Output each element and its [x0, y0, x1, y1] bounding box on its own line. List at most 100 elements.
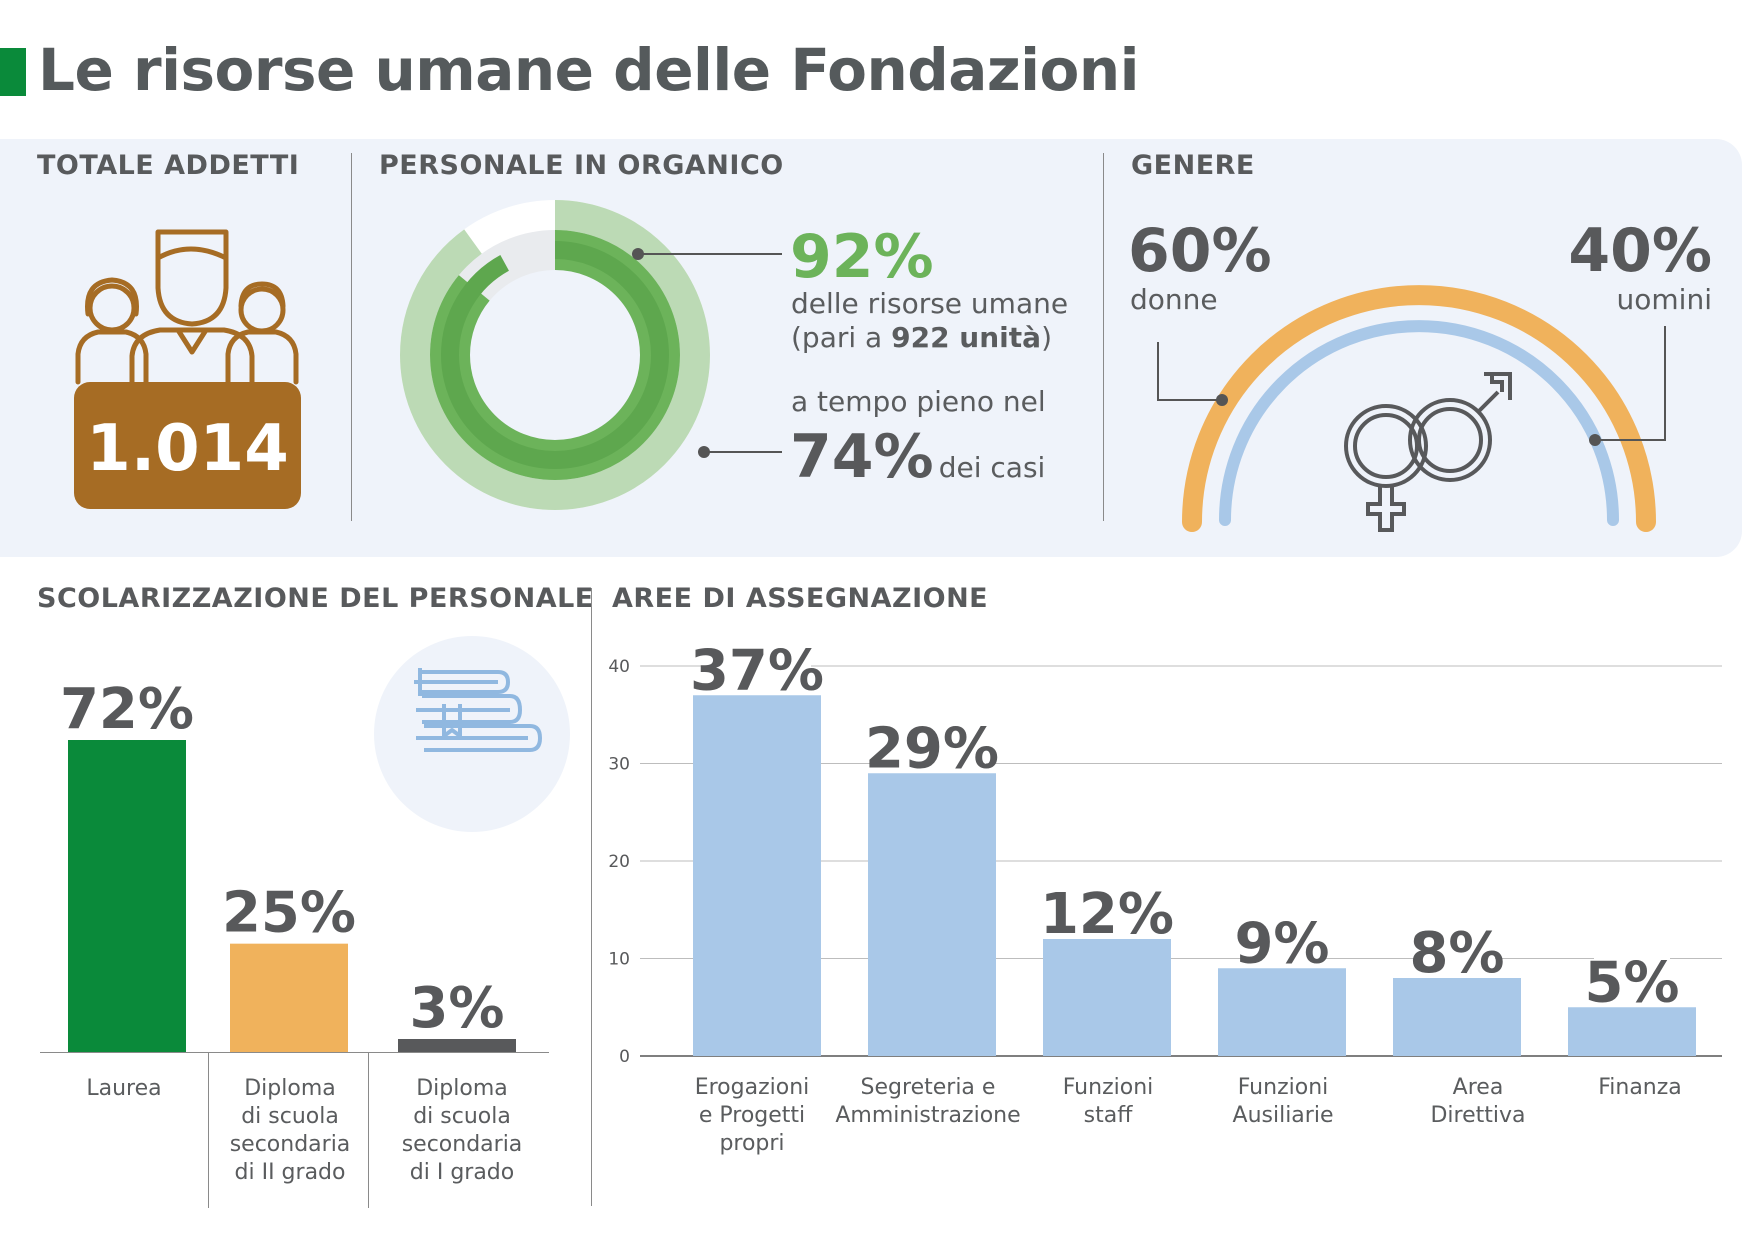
organico-desc1: delle risorse umane [791, 287, 1069, 320]
edu-category-label-line: di scuola [413, 1104, 511, 1129]
donne-label: donne [1130, 283, 1218, 316]
area-bar [1568, 1007, 1696, 1056]
area-category-label-line: propri [719, 1131, 785, 1156]
edu-data-label: 3% [409, 976, 504, 1041]
area-ytick-label: 40 [608, 657, 630, 677]
edu-category-label-line: Diploma [244, 1076, 336, 1101]
area-category-label: Finanza [1540, 1074, 1740, 1102]
edu-category-label: Diploma di scuola secondaria di I grado [382, 1075, 542, 1187]
people-icon [74, 229, 301, 509]
edu-category-label-line: Laurea [86, 1076, 162, 1101]
area-data-label: 8% [1409, 921, 1504, 986]
area-data-label: 5% [1584, 950, 1679, 1015]
aree-heading: AREE DI ASSEGNAZIONE [612, 583, 989, 614]
area-category-label-line: Amministrazione [835, 1103, 1021, 1128]
divider-top-2 [1103, 153, 1104, 521]
area-category-label: Erogazioni e Progetti propri [652, 1074, 852, 1158]
arc-donne [1182, 285, 1656, 532]
leader-dot-uomini [1589, 434, 1601, 446]
area-label-backdrop [1053, 883, 1161, 937]
area-category-label-line: Finanza [1598, 1075, 1682, 1100]
edu-baseline [40, 1052, 549, 1053]
totale-value: 1.014 [86, 412, 289, 486]
genere-heading: GENERE [1131, 150, 1255, 181]
area-category-label-line: Direttiva [1430, 1103, 1526, 1128]
arc-uomini [1219, 320, 1619, 526]
gender-symbols-icon [1344, 372, 1512, 532]
area-category-label-line: Segreteria e [860, 1075, 996, 1100]
edu-cat-divider-1 [208, 1052, 209, 1208]
area-category-label-line: Funzioni [1062, 1075, 1154, 1100]
edu-category-label-line: di scuola [241, 1104, 339, 1129]
leader-line-donne [1157, 342, 1222, 401]
area-bar [693, 695, 821, 1056]
organico-desc3: a tempo pieno nel [791, 385, 1046, 418]
edu-category-label: Diploma di scuola secondaria di II grado [210, 1075, 370, 1187]
area-label-backdrop [1419, 922, 1495, 976]
divider-bottom [591, 588, 592, 1206]
edu-category-label: Laurea [44, 1075, 204, 1103]
area-label-backdrop [878, 717, 986, 772]
area-category-label-line: Funzioni [1237, 1075, 1329, 1100]
edu-cat-divider-2 [368, 1052, 369, 1208]
area-bar [1218, 968, 1346, 1056]
area-label-backdrop [1244, 912, 1320, 967]
area-ytick-label: 20 [608, 852, 630, 872]
area-category-label-line: Ausiliarie [1232, 1103, 1334, 1128]
area-label-backdrop [703, 639, 811, 694]
books-icon [374, 636, 570, 832]
area-bar [868, 773, 996, 1056]
title-accent-bar [0, 48, 26, 96]
divider-top-1 [351, 153, 352, 521]
area-ytick-label: 10 [608, 950, 630, 970]
leader-dot-organico [632, 248, 644, 260]
gender-arc-chart [1157, 285, 1666, 532]
organico-donut-chart [400, 200, 782, 510]
edu-data-label: 25% [222, 881, 356, 946]
edu-bar [230, 943, 348, 1052]
area-category-label: Funzioni Ausiliarie [1183, 1074, 1383, 1130]
area-category-label: Segreteria e Amministrazione [828, 1074, 1028, 1130]
edu-category-label-line: di II grado [234, 1160, 346, 1185]
area-label-backdrop [1594, 951, 1670, 1006]
area-category-label-line: Erogazioni [694, 1075, 810, 1100]
edu-category-label-line: di I grado [409, 1160, 515, 1185]
area-data-label: 37% [690, 638, 824, 703]
area-category-label-line: e Progetti [698, 1103, 806, 1128]
area-ytick-label: 0 [619, 1047, 630, 1067]
edu-bar [68, 740, 186, 1052]
edu-category-label-line: secondaria [229, 1132, 351, 1157]
tempo-pieno-desc: dei casi [938, 451, 1046, 484]
area-category-label-line: staff [1083, 1103, 1133, 1128]
area-bar [1393, 978, 1521, 1056]
leader-dot-tempo [698, 446, 710, 458]
area-ytick-label: 30 [608, 755, 630, 775]
tempo-pieno-pct: 74% [790, 422, 934, 492]
organico-heading: PERSONALE IN ORGANICO [379, 150, 784, 181]
donut-inner-ring [441, 241, 669, 469]
leader-line-uomini [1595, 326, 1666, 441]
area-bar [1043, 939, 1171, 1056]
donne-pct: 60% [1128, 216, 1272, 286]
tempo-pieno-line: 74% dei casi [790, 422, 1045, 492]
organico-desc2: (pari a 922 unità) [791, 321, 1052, 354]
uomini-pct: 40% [1568, 216, 1712, 286]
edu-data-label: 72% [60, 677, 194, 742]
edu-category-label-line: Diploma [416, 1076, 508, 1101]
area-data-label: 12% [1040, 882, 1174, 947]
donut-outer-ring [400, 200, 710, 510]
organico-pct: 92% [790, 222, 934, 292]
area-category-label-line: Area [1452, 1075, 1504, 1100]
edu-bar [398, 1039, 516, 1052]
totale-heading: TOTALE ADDETTI [37, 150, 300, 181]
leader-dot-donne [1216, 394, 1228, 406]
edu-category-label-line: secondaria [401, 1132, 523, 1157]
page-title: Le risorse umane delle Fondazioni [38, 36, 1140, 104]
area-category-label: Area Direttiva [1378, 1074, 1578, 1130]
area-data-label: 29% [865, 716, 999, 781]
uomini-label: uomini [1616, 283, 1712, 316]
area-category-label: Funzioni staff [1008, 1074, 1208, 1130]
area-data-label: 9% [1234, 911, 1329, 976]
